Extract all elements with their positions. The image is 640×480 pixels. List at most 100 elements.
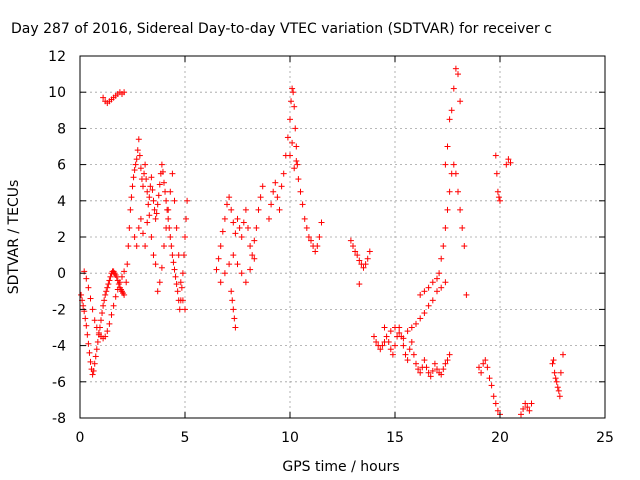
data-point (128, 194, 135, 201)
data-point (110, 302, 117, 309)
x-tick-label: 5 (181, 430, 190, 446)
data-point (392, 324, 398, 331)
data-point (91, 360, 98, 367)
data-point (175, 252, 182, 259)
data-point (242, 279, 249, 286)
data-point (429, 367, 436, 374)
data-point (158, 264, 165, 271)
data-point (354, 252, 361, 259)
data-point (123, 279, 130, 286)
data-point (249, 252, 256, 259)
data-point (259, 183, 266, 190)
data-point (154, 201, 161, 208)
data-point (555, 387, 562, 394)
data-point (284, 134, 291, 141)
data-point (312, 248, 319, 255)
data-point (236, 224, 243, 231)
data-point (442, 360, 449, 367)
data-point (427, 373, 434, 380)
data-point (232, 230, 239, 237)
data-point (480, 360, 487, 367)
data-point (217, 243, 224, 250)
data-point (425, 284, 432, 291)
data-point (100, 302, 107, 309)
data-point (360, 264, 367, 271)
data-point (167, 234, 174, 240)
x-tick-label: 10 (281, 430, 299, 446)
data-point (366, 248, 373, 255)
data-point (318, 219, 325, 226)
data-point (173, 281, 180, 288)
y-tick-label: 6 (57, 158, 66, 174)
data-point (392, 342, 398, 349)
data-point (417, 315, 424, 322)
data-point (278, 183, 285, 190)
data-point (151, 206, 158, 213)
x-tick-label: 0 (76, 430, 85, 446)
data-point (408, 338, 415, 345)
data-point (442, 279, 449, 286)
data-point (434, 366, 440, 373)
data-point (410, 351, 417, 358)
data-points (78, 65, 566, 418)
data-point (429, 279, 436, 286)
data-point (107, 273, 114, 280)
data-point (293, 143, 300, 150)
data-point (396, 329, 403, 336)
data-point (446, 351, 453, 358)
y-axis-label: SDTVAR / TECUs (6, 180, 22, 295)
data-point (438, 284, 445, 291)
data-point (171, 266, 178, 273)
data-point (149, 186, 156, 193)
data-point (171, 197, 178, 204)
data-point (167, 188, 174, 195)
data-point (95, 329, 102, 336)
data-point (173, 224, 180, 231)
data-point (299, 201, 306, 208)
data-point (490, 393, 497, 400)
data-point (350, 243, 356, 250)
data-point (352, 248, 359, 255)
data-point (291, 165, 298, 172)
data-point (251, 237, 258, 244)
data-point (165, 215, 172, 222)
data-point (106, 277, 113, 284)
data-point (161, 243, 167, 250)
data-point (421, 310, 428, 317)
data-point (257, 194, 264, 201)
data-point (156, 279, 163, 286)
y-tick-label: -6 (52, 375, 66, 391)
data-point (494, 188, 501, 195)
data-point (522, 400, 529, 407)
data-point (507, 159, 514, 166)
data-point (162, 188, 169, 195)
data-point (293, 157, 300, 164)
data-point (145, 201, 152, 208)
data-point (93, 324, 100, 331)
data-point (114, 286, 121, 293)
data-point (125, 243, 132, 250)
data-point (103, 288, 110, 295)
x-tick-label: 20 (491, 430, 509, 446)
y-tick-label: 2 (57, 230, 66, 246)
data-point (423, 364, 430, 371)
data-point (404, 357, 411, 364)
data-point (436, 270, 443, 277)
data-point (383, 333, 390, 340)
data-point (434, 275, 440, 282)
data-point (172, 273, 179, 280)
data-point (228, 206, 235, 213)
data-point (551, 369, 558, 376)
data-point (169, 252, 176, 259)
data-point (274, 194, 281, 201)
data-point (400, 342, 407, 349)
data-point (146, 194, 153, 201)
data-point (448, 107, 455, 114)
data-point (402, 351, 409, 358)
data-point (463, 291, 470, 298)
data-point (83, 275, 90, 282)
data-point (406, 346, 413, 353)
data-point (234, 261, 241, 268)
data-point (444, 143, 451, 150)
data-point (291, 103, 298, 110)
